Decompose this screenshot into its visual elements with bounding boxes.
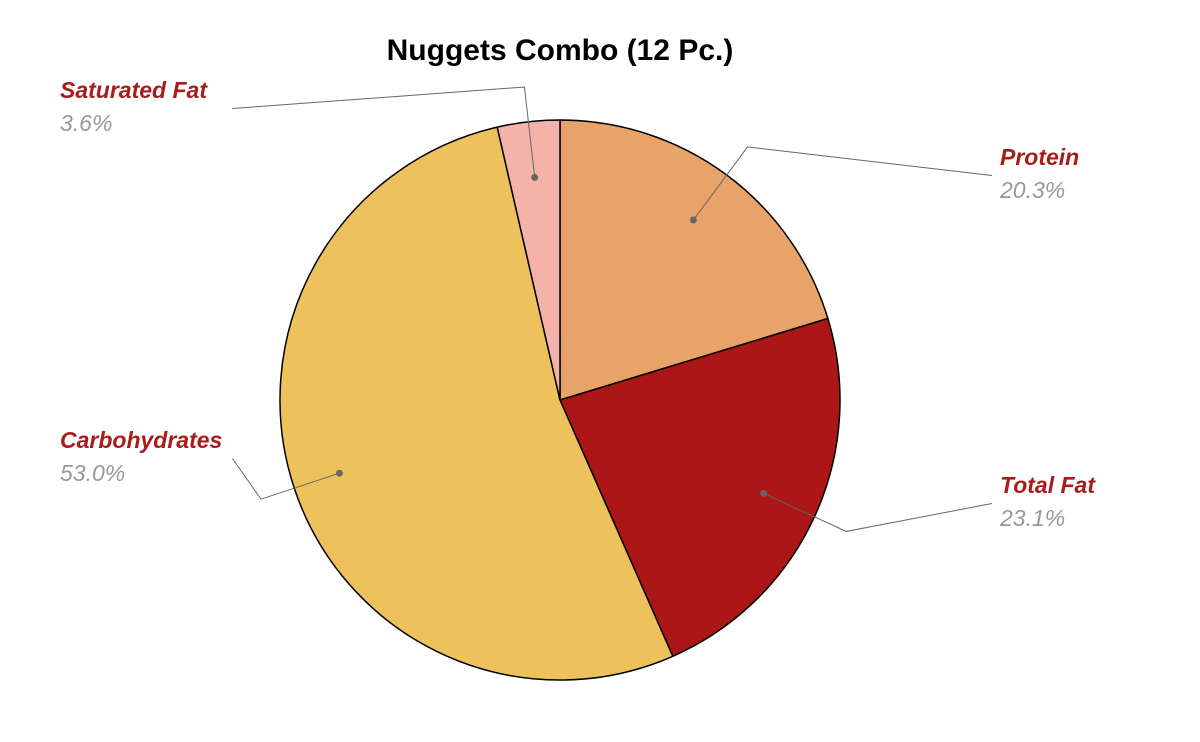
leader-dot [760, 490, 767, 497]
slice-label-name: Saturated Fat [60, 77, 208, 103]
slice-label-name: Protein [1000, 144, 1079, 170]
slice-label-pct: 23.1% [999, 505, 1065, 531]
slice-label-name: Total Fat [1000, 472, 1096, 498]
leader-dot [531, 174, 538, 181]
leader-dot [690, 217, 697, 224]
slice-label-pct: 20.3% [999, 177, 1065, 203]
slice-label-pct: 3.6% [60, 110, 112, 136]
slice-label-name: Carbohydrates [60, 427, 222, 453]
leader-dot [336, 470, 343, 477]
slice-label-pct: 53.0% [60, 460, 125, 486]
chart-title: Nuggets Combo (12 Pc.) [387, 34, 734, 67]
